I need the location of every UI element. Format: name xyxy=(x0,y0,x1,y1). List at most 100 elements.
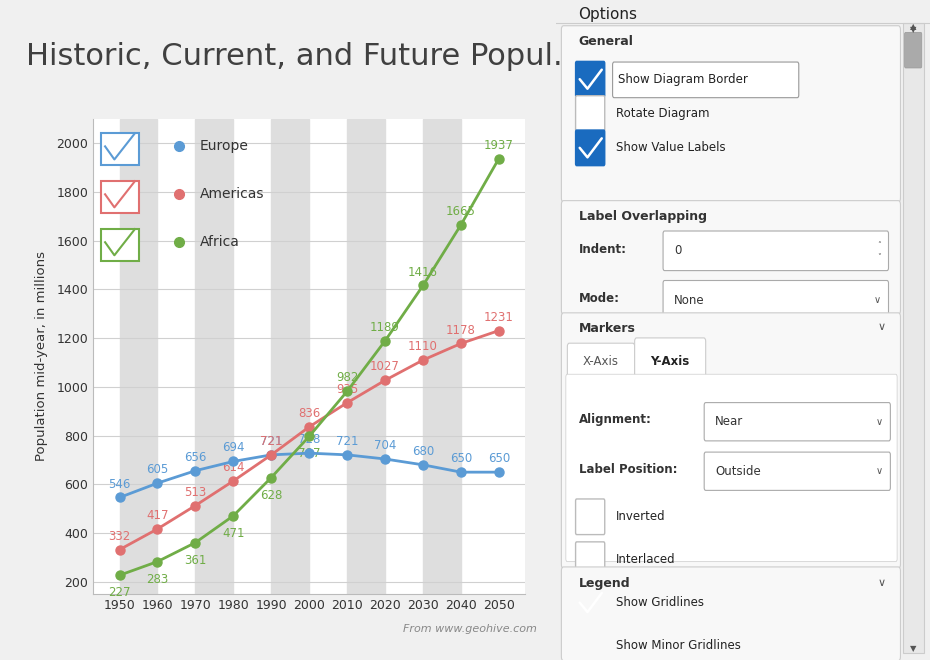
Text: 1189: 1189 xyxy=(370,321,400,334)
Text: Y-Axis: Y-Axis xyxy=(651,355,690,368)
Text: ∨: ∨ xyxy=(876,416,884,427)
Text: Show Value Labels: Show Value Labels xyxy=(616,141,725,154)
Text: 836: 836 xyxy=(299,407,320,420)
Europe xyxy=(418,461,429,469)
Text: X-Axis: X-Axis xyxy=(583,355,619,368)
Text: Interlaced: Interlaced xyxy=(616,553,675,566)
Africa xyxy=(456,221,467,229)
Americas xyxy=(493,327,504,335)
Africa xyxy=(152,558,163,566)
FancyBboxPatch shape xyxy=(903,23,923,653)
Text: Show Minor Gridlines: Show Minor Gridlines xyxy=(616,639,741,652)
Text: ▲: ▲ xyxy=(910,22,916,31)
FancyBboxPatch shape xyxy=(101,229,139,261)
FancyBboxPatch shape xyxy=(562,201,900,314)
Line: Europe: Europe xyxy=(115,449,503,502)
Text: 227: 227 xyxy=(108,586,131,599)
Text: Americas: Americas xyxy=(200,187,264,201)
Africa xyxy=(266,474,277,482)
Africa xyxy=(379,337,391,345)
FancyBboxPatch shape xyxy=(576,96,604,131)
Americas xyxy=(379,376,391,384)
Europe xyxy=(341,451,352,459)
Text: ∨: ∨ xyxy=(877,578,885,587)
Americas xyxy=(341,399,352,407)
Text: 417: 417 xyxy=(146,509,168,522)
FancyBboxPatch shape xyxy=(101,133,139,165)
Text: Show Gridlines: Show Gridlines xyxy=(616,596,704,609)
Text: Europe: Europe xyxy=(200,139,249,153)
Europe xyxy=(114,494,126,502)
Text: Alignment:: Alignment: xyxy=(578,413,651,426)
Europe xyxy=(456,468,467,476)
Text: From www.geohive.com: From www.geohive.com xyxy=(403,624,537,634)
Europe xyxy=(190,467,201,475)
Text: 721: 721 xyxy=(260,435,283,448)
Text: Indent:: Indent: xyxy=(578,243,627,256)
FancyBboxPatch shape xyxy=(576,585,604,620)
Text: Label Position:: Label Position: xyxy=(578,463,677,476)
Text: 694: 694 xyxy=(222,442,245,455)
FancyBboxPatch shape xyxy=(576,61,604,97)
Text: 605: 605 xyxy=(146,463,168,476)
Text: ▼: ▼ xyxy=(910,25,916,34)
Europe xyxy=(379,455,391,463)
Text: Show Diagram Border: Show Diagram Border xyxy=(618,73,748,86)
Text: 332: 332 xyxy=(109,530,131,543)
Bar xyxy=(423,119,461,594)
Text: ∨: ∨ xyxy=(874,295,882,306)
Text: 1665: 1665 xyxy=(446,205,476,218)
Text: Rotate Diagram: Rotate Diagram xyxy=(616,107,710,120)
Bar xyxy=(272,119,310,594)
Americas xyxy=(456,339,467,347)
Text: 0: 0 xyxy=(674,244,682,257)
Text: Historic, Current, and Future Popul...: Historic, Current, and Future Popul... xyxy=(26,42,581,71)
Text: 721: 721 xyxy=(336,435,358,448)
Text: 546: 546 xyxy=(109,478,131,490)
FancyBboxPatch shape xyxy=(576,499,604,535)
Text: 704: 704 xyxy=(374,439,396,452)
Text: 471: 471 xyxy=(222,527,245,540)
Text: None: None xyxy=(674,294,705,307)
Europe xyxy=(152,479,163,487)
FancyBboxPatch shape xyxy=(101,182,139,213)
Text: 628: 628 xyxy=(260,488,283,502)
FancyBboxPatch shape xyxy=(663,280,888,320)
FancyBboxPatch shape xyxy=(704,452,890,490)
Africa xyxy=(304,432,315,440)
Text: 1178: 1178 xyxy=(446,323,476,337)
Text: 283: 283 xyxy=(146,573,168,585)
FancyBboxPatch shape xyxy=(562,567,900,660)
FancyBboxPatch shape xyxy=(576,542,604,578)
Americas xyxy=(114,546,126,554)
Text: 797: 797 xyxy=(298,447,321,461)
Text: 614: 614 xyxy=(222,461,245,474)
Text: 513: 513 xyxy=(184,486,206,498)
Africa xyxy=(418,282,429,290)
Europe xyxy=(228,457,239,465)
Americas xyxy=(304,423,315,431)
Europe xyxy=(266,451,277,459)
Text: 656: 656 xyxy=(184,451,206,464)
Text: Markers: Markers xyxy=(578,322,635,335)
Africa xyxy=(341,387,352,395)
Text: 728: 728 xyxy=(298,433,321,446)
Americas xyxy=(266,451,277,459)
Text: General: General xyxy=(578,35,633,48)
FancyBboxPatch shape xyxy=(567,343,634,380)
FancyBboxPatch shape xyxy=(905,32,922,68)
Text: 1937: 1937 xyxy=(484,139,514,152)
Bar xyxy=(120,119,157,594)
FancyBboxPatch shape xyxy=(562,26,900,202)
Africa xyxy=(190,539,201,546)
Text: ∨: ∨ xyxy=(877,322,885,332)
Africa xyxy=(114,572,126,579)
Text: Label Overlapping: Label Overlapping xyxy=(578,210,707,223)
Text: 1027: 1027 xyxy=(370,360,400,374)
Europe xyxy=(304,449,315,457)
Text: 935: 935 xyxy=(336,383,358,396)
Text: ∨: ∨ xyxy=(876,466,884,477)
Line: Africa: Africa xyxy=(115,154,503,579)
Text: 361: 361 xyxy=(184,554,206,567)
Africa xyxy=(493,154,504,162)
